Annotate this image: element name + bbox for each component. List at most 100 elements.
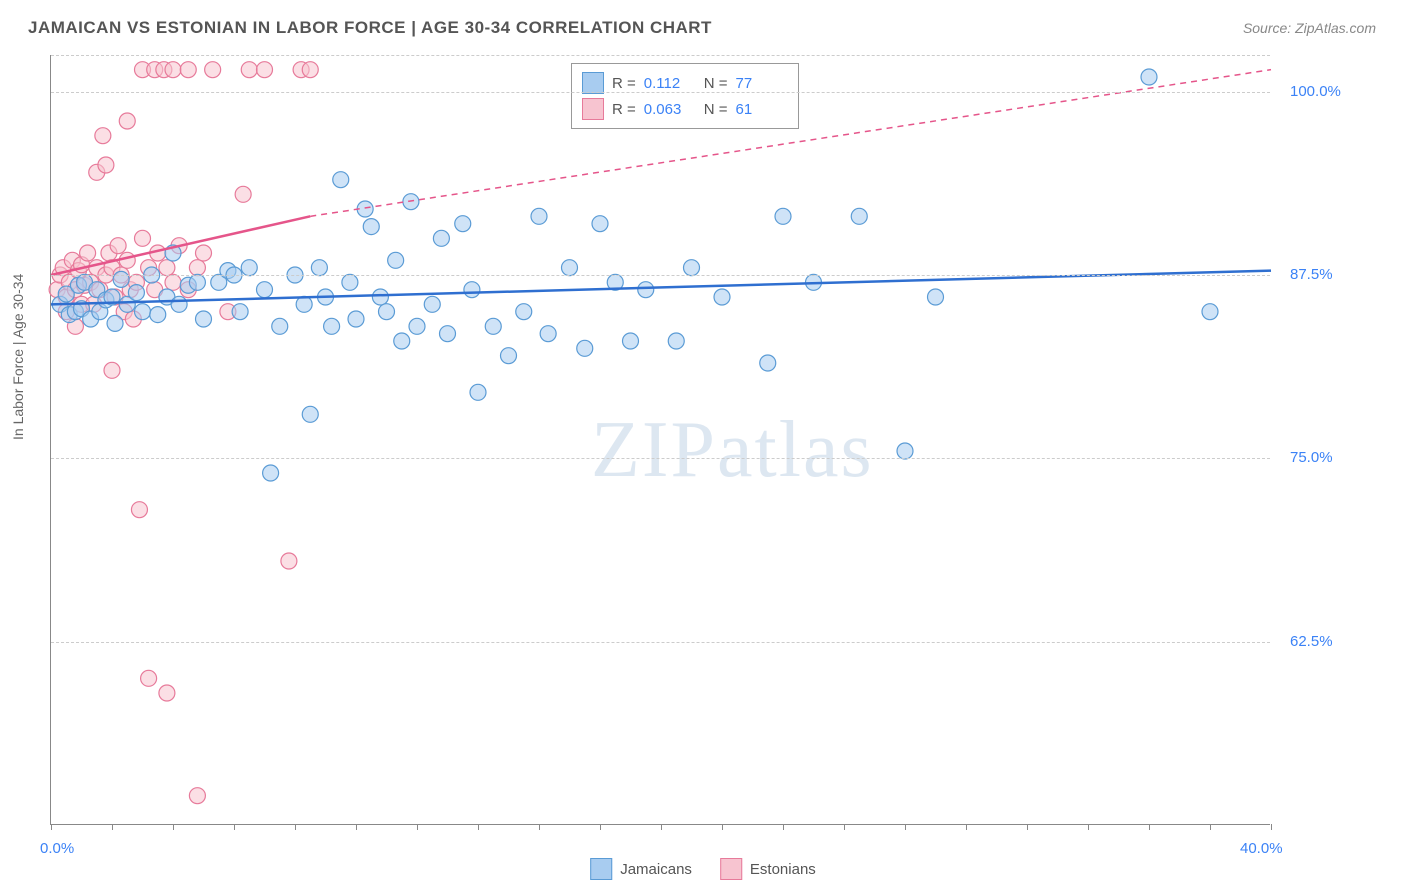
scatter-point-jamaicans [485,318,501,334]
legend-item-jamaicans: Jamaicans [590,858,692,880]
scatter-point-estonians [165,274,181,290]
scatter-point-jamaicans [311,260,327,276]
x-tick [478,824,479,830]
legend-swatch-jamaicans [590,858,612,880]
y-tick-label: 62.5% [1290,633,1333,650]
scatter-point-jamaicans [150,307,166,323]
scatter-point-jamaicans [897,443,913,459]
x-tick [417,824,418,830]
r-value: 0.063 [644,101,696,118]
x-tick [356,824,357,830]
x-tick [722,824,723,830]
scatter-point-jamaicans [760,355,776,371]
scatter-point-jamaicans [409,318,425,334]
legend-swatch-estonians [582,98,604,120]
scatter-point-jamaicans [363,219,379,235]
scatter-point-jamaicans [638,282,654,298]
chart-container: JAMAICAN VS ESTONIAN IN LABOR FORCE | AG… [0,0,1406,892]
plot-svg [51,55,1270,824]
scatter-point-estonians [159,260,175,276]
scatter-point-estonians [165,62,181,78]
scatter-point-jamaicans [113,271,129,287]
scatter-point-jamaicans [775,208,791,224]
gridline [51,92,1270,93]
scatter-point-jamaicans [516,304,532,320]
scatter-point-jamaicans [501,348,517,364]
scatter-point-jamaicans [531,208,547,224]
scatter-point-jamaicans [714,289,730,305]
scatter-point-jamaicans [928,289,944,305]
x-tick [234,824,235,830]
scatter-point-jamaicans [189,274,205,290]
scatter-point-jamaicans [257,282,273,298]
scatter-point-estonians [257,62,273,78]
x-tick [173,824,174,830]
scatter-point-jamaicans [684,260,700,276]
y-tick-label: 100.0% [1290,83,1341,100]
scatter-point-estonians [119,252,135,268]
scatter-point-jamaicans [302,406,318,422]
legend-stats: R = 0.112 N = 77 R = 0.063 N = 61 [571,63,799,129]
x-tick [112,824,113,830]
legend-item-estonians: Estonians [720,858,816,880]
legend-series: Jamaicans Estonians [590,858,816,880]
x-tick [539,824,540,830]
legend-label: Estonians [750,861,816,878]
scatter-point-jamaicans [324,318,340,334]
x-tick [783,824,784,830]
scatter-point-estonians [159,685,175,701]
legend-stats-row: R = 0.063 N = 61 [582,96,788,122]
scatter-point-jamaicans [1141,69,1157,85]
scatter-point-jamaicans [577,340,593,356]
scatter-point-estonians [104,362,120,378]
scatter-point-jamaicans [394,333,410,349]
gridline [51,275,1270,276]
scatter-point-estonians [98,157,114,173]
source-attribution: Source: ZipAtlas.com [1243,20,1376,36]
scatter-point-jamaicans [668,333,684,349]
x-tick [966,824,967,830]
scatter-point-jamaicans [272,318,288,334]
scatter-point-jamaicans [592,216,608,232]
r-label: R = [612,101,636,118]
x-tick [844,824,845,830]
x-tick [661,824,662,830]
scatter-point-estonians [141,670,157,686]
x-tick [1088,824,1089,830]
n-value: 77 [736,75,788,92]
x-tick [51,824,52,830]
x-tick [295,824,296,830]
x-tick [600,824,601,830]
n-label: N = [704,75,728,92]
scatter-point-estonians [110,238,126,254]
scatter-point-jamaicans [540,326,556,342]
scatter-point-jamaicans [464,282,480,298]
y-axis-label: In Labor Force | Age 30-34 [10,274,26,440]
plot-area: ZIPatlas R = 0.112 N = 77 R = 0.063 N = … [50,55,1270,825]
n-label: N = [704,101,728,118]
scatter-point-estonians [180,62,196,78]
gridline [51,458,1270,459]
scatter-point-jamaicans [342,274,358,290]
scatter-point-jamaicans [433,230,449,246]
n-value: 61 [736,101,788,118]
scatter-point-estonians [135,230,151,246]
x-tick [1027,824,1028,830]
x-tick [905,824,906,830]
scatter-point-jamaicans [333,172,349,188]
scatter-point-jamaicans [455,216,471,232]
scatter-point-estonians [241,62,257,78]
scatter-point-jamaicans [171,296,187,312]
x-tick-label: 0.0% [40,840,74,857]
scatter-point-jamaicans [388,252,404,268]
scatter-point-estonians [281,553,297,569]
scatter-point-jamaicans [263,465,279,481]
scatter-point-estonians [95,128,111,144]
scatter-point-jamaicans [1202,304,1218,320]
y-tick-label: 75.0% [1290,449,1333,466]
scatter-point-jamaicans [851,208,867,224]
scatter-point-jamaicans [372,289,388,305]
r-label: R = [612,75,636,92]
gridline [51,642,1270,643]
scatter-point-estonians [131,502,147,518]
